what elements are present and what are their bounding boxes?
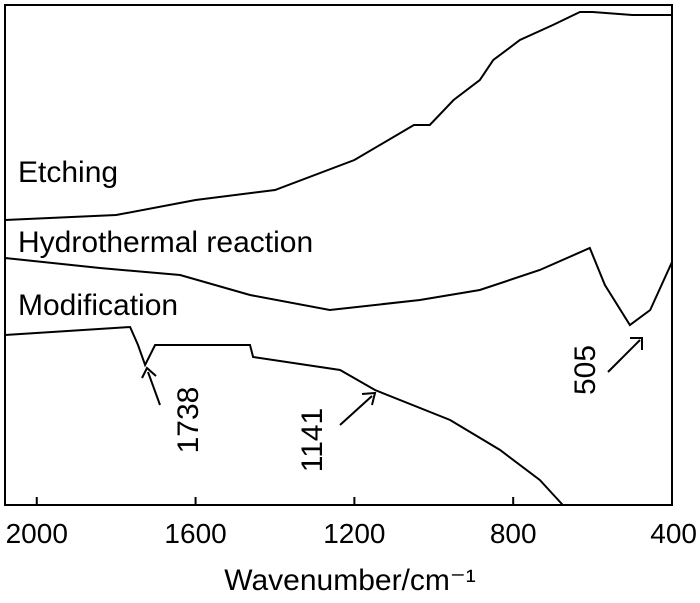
x-tick-label: 800 (490, 518, 537, 549)
arrows (141, 337, 643, 426)
series-label: Hydrothermal reaction (18, 226, 313, 259)
data-line (4, 325, 564, 506)
series-label: Modification (18, 289, 178, 322)
x-tick-label: 1200 (323, 518, 385, 549)
x-tick-label: 2000 (6, 518, 68, 549)
data-line (4, 246, 673, 327)
data-line (4, 11, 672, 221)
peak-label: 505 (569, 345, 602, 395)
series-label: Etching (18, 156, 118, 189)
x-axis-label: Wavenumber/cm⁻¹ (224, 564, 475, 597)
peak-label: 1141 (296, 408, 329, 473)
plot-frame (4, 4, 673, 506)
peak-label: 1738 (172, 387, 205, 454)
x-tick-label: 1600 (164, 518, 226, 549)
x-tick-label: 400 (650, 518, 697, 549)
